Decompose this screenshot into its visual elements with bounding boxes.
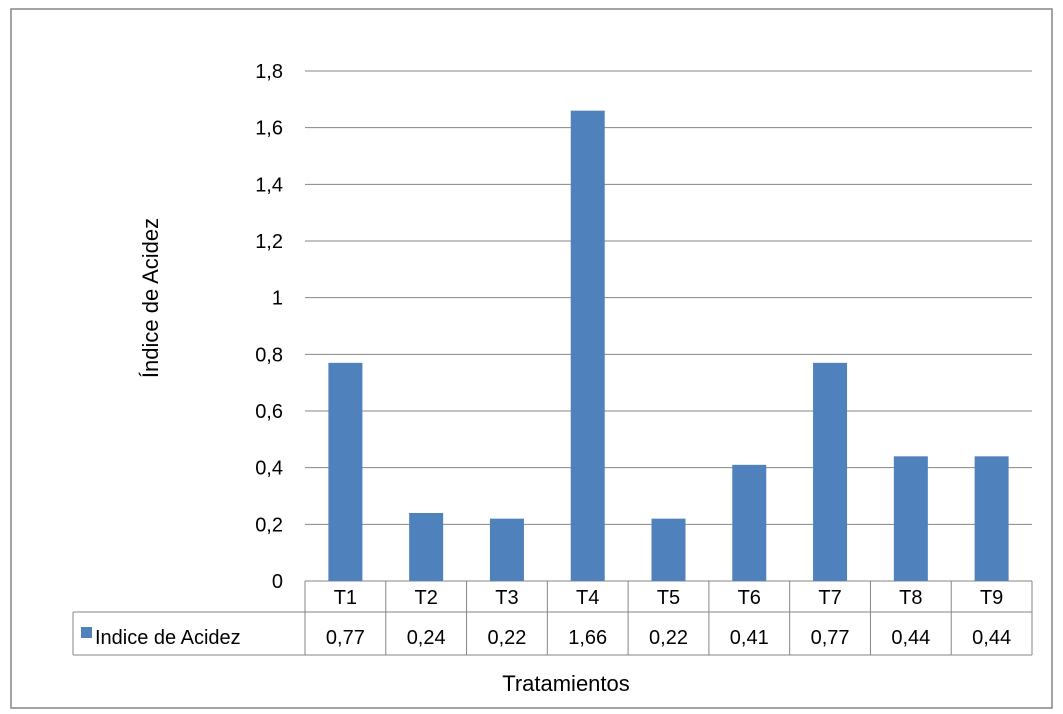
y-tick-label: 1,4: [255, 174, 283, 196]
data-label: 0,44: [972, 627, 1011, 649]
y-tick-label: 1,2: [255, 231, 283, 253]
x-tick-label: T7: [818, 587, 841, 609]
bar: [893, 456, 928, 581]
data-label: 1,66: [568, 627, 607, 649]
y-tick-label: 1,8: [255, 61, 283, 83]
data-label: 0,22: [649, 627, 688, 649]
y-tick-label: 1: [272, 288, 283, 310]
bar: [732, 464, 767, 581]
y-axis-title: Índice de Acidez: [138, 218, 163, 378]
x-tick-label: T5: [657, 587, 680, 609]
y-tick-label: 0,8: [255, 344, 283, 366]
bar: [489, 518, 524, 581]
bar: [813, 362, 848, 581]
bar: [651, 518, 686, 581]
data-label: 0,22: [487, 627, 526, 649]
x-axis-title: Tratamientos: [502, 671, 630, 696]
bar: [328, 362, 363, 581]
y-tick-label: 0,6: [255, 401, 283, 423]
bar: [974, 456, 1009, 581]
chart-border: [10, 8, 1053, 709]
x-tick-label: T9: [980, 587, 1003, 609]
x-tick-label: T2: [414, 587, 437, 609]
x-tick-label: T4: [576, 587, 599, 609]
bar: [409, 513, 444, 581]
legend-label: Indice de Acidez: [95, 627, 241, 649]
data-label: 0,41: [730, 627, 769, 649]
bars: [328, 110, 1009, 582]
y-tick-label: 0,2: [255, 514, 283, 536]
data-table: T1 0,77 T2 0,24 T3 0,22 T4 1,66 T5 0,22 T6 0,41 T7 0,…: [72, 581, 1033, 656]
y-tick-label: 1,6: [255, 118, 283, 140]
x-tick-label: T1: [334, 587, 357, 609]
y-axis-tick-labels: 0 0,2 0,4 0,6 0,8 1 1,2 1,4 1,6 1,8: [255, 61, 283, 593]
x-tick-label: T8: [899, 587, 922, 609]
data-label: 0,24: [407, 627, 446, 649]
bar: [570, 110, 605, 582]
y-tick-label: 0,4: [255, 458, 283, 480]
x-tick-label: T6: [738, 587, 761, 609]
y-tick-label: 0: [272, 571, 283, 593]
x-tick-label: T3: [495, 587, 518, 609]
legend-swatch: [81, 627, 92, 638]
data-label: 0,77: [326, 627, 365, 649]
data-label: 0,77: [811, 627, 850, 649]
data-label: 0,44: [891, 627, 930, 649]
